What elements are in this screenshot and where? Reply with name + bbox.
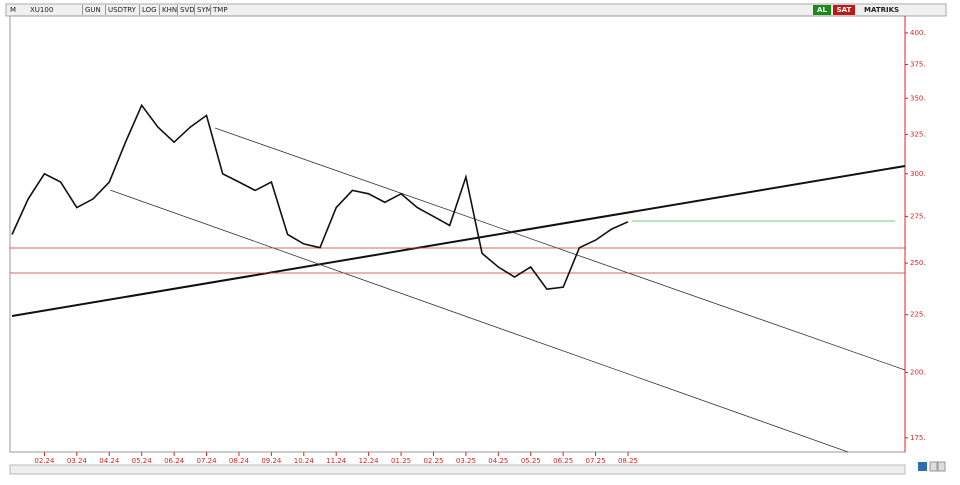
x-tick-label: 05.25 (521, 457, 541, 465)
toolbar-button-label[interactable]: KHN (162, 6, 177, 14)
y-tick-label: 325. (910, 131, 926, 139)
toolbar-button (177, 5, 178, 15)
x-tick-label: 07.24 (197, 457, 218, 465)
sell-button[interactable] (833, 5, 855, 15)
x-tick-label: 08.25 (618, 457, 638, 465)
toolbar-button (159, 5, 160, 15)
y-tick-label: 250. (910, 259, 926, 267)
toolbar-button (194, 5, 195, 15)
x-tick-label: 06.24 (164, 457, 185, 465)
y-tick-label: 275. (910, 212, 926, 220)
toolbar-button-label[interactable]: TMP (212, 6, 228, 14)
buy-button[interactable] (813, 5, 831, 15)
y-tick-label: 400. (910, 29, 926, 37)
toolbar-button (105, 5, 106, 15)
y-tick-label: 350. (910, 94, 926, 102)
toolbar-button (210, 5, 211, 15)
toolbar-button-label[interactable]: LOG (142, 6, 157, 14)
channel-lower (109, 189, 849, 453)
brand: MATRIKS (864, 6, 899, 14)
y-tick-label: 175. (910, 434, 926, 442)
x-tick-label: 03.25 (456, 457, 476, 465)
toolbar-button-label[interactable]: SVD (180, 6, 195, 14)
toolbar-button (139, 5, 140, 15)
toolbar-button (82, 5, 83, 15)
x-tick-label: 05.24 (132, 457, 153, 465)
scroll-left[interactable] (929, 461, 938, 472)
x-tick-label: 08.24 (229, 457, 250, 465)
y-tick-label: 200. (910, 368, 926, 376)
x-tick-label: 06.25 (553, 457, 573, 465)
scrollbar[interactable] (9, 464, 906, 475)
sell-label[interactable]: SAT (837, 6, 852, 14)
symbol[interactable]: XU100 (30, 6, 53, 14)
x-tick-label: 07.25 (586, 457, 606, 465)
price-line (11, 103, 629, 291)
channel-upper (214, 127, 906, 371)
toolbar-button-label[interactable]: SYM (197, 6, 212, 14)
x-tick-label: 04.25 (488, 457, 508, 465)
zoom-button[interactable] (918, 462, 927, 471)
x-tick-label: 12.24 (359, 457, 380, 465)
x-tick-label: 09.24 (261, 457, 282, 465)
scroll-right[interactable] (937, 461, 946, 472)
x-tick-label: 02.25 (423, 457, 443, 465)
x-tick-label: 01.25 (391, 457, 411, 465)
plot-area (9, 15, 906, 453)
toolbar-button-label[interactable]: GUN (85, 6, 101, 14)
y-tick-label: 375. (910, 60, 926, 68)
x-tick-label: 02.24 (34, 457, 55, 465)
toolbar-button-label[interactable]: USDTRY (108, 6, 137, 14)
x-tick-label: 04.24 (99, 457, 120, 465)
x-tick-label: 11.24 (326, 457, 347, 465)
x-tick-label: 10.24 (294, 457, 315, 465)
buy-label[interactable]: AL (817, 6, 827, 14)
mode-label: M (10, 6, 16, 14)
y-tick-label: 225. (910, 311, 926, 319)
y-tick-label: 300. (910, 170, 926, 178)
trend-line (11, 165, 906, 317)
x-tick-label: 03.24 (67, 457, 88, 465)
